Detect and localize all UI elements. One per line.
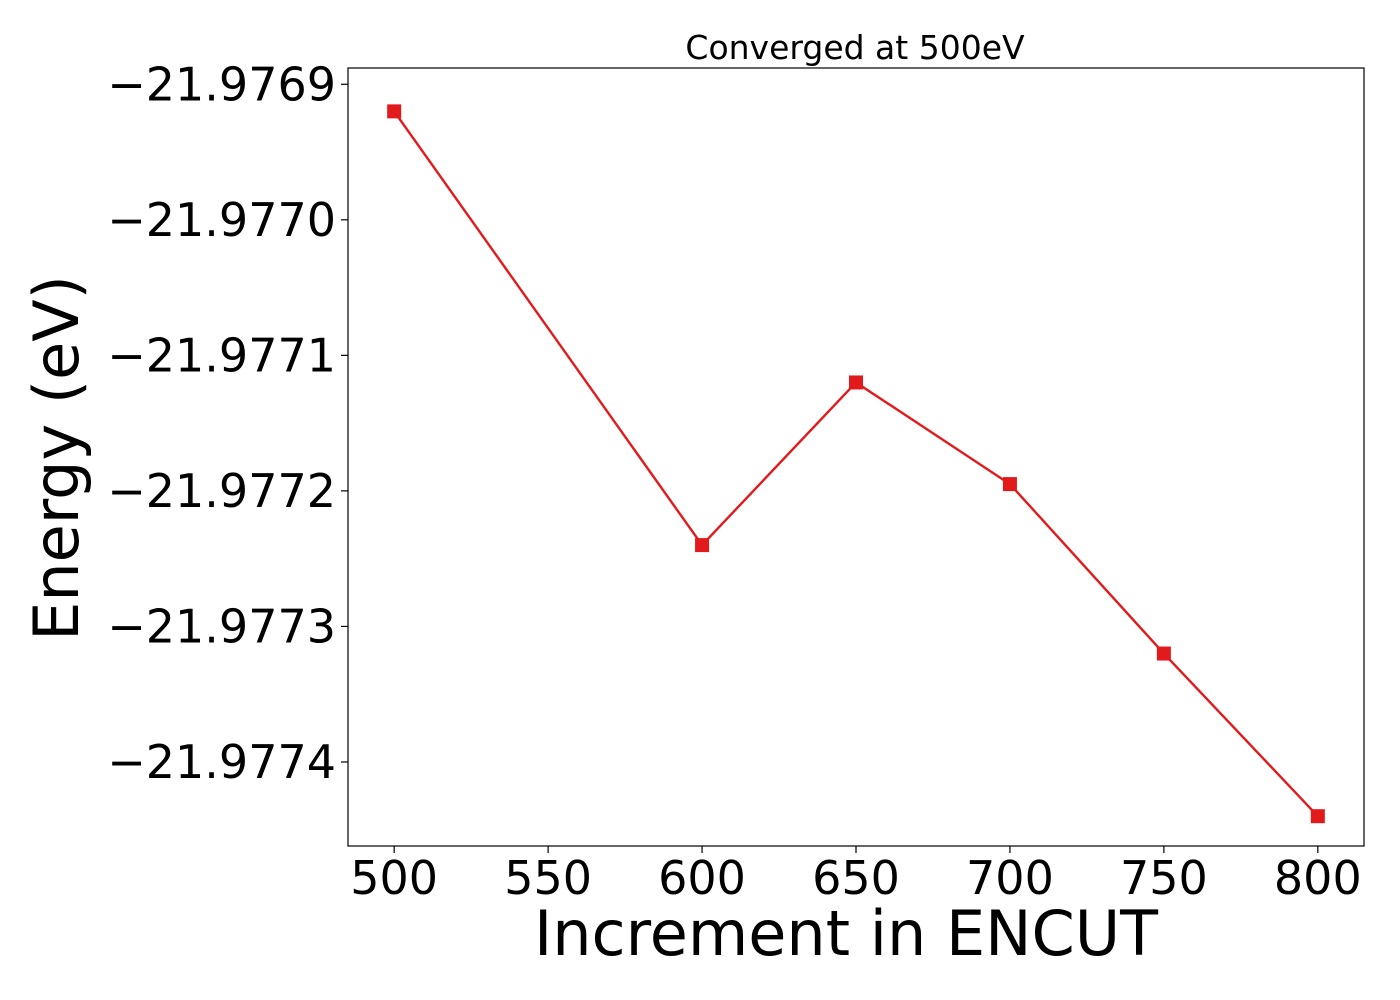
x-tick-label: 600	[658, 851, 746, 905]
x-axis-ticks: 500 550 600 650 700 750 800	[350, 846, 1362, 905]
x-tick-label: 500	[350, 851, 438, 905]
y-axis-label: Energy (eV)	[20, 275, 93, 641]
x-tick-label: 550	[504, 851, 592, 905]
data-point-marker	[849, 375, 863, 390]
y-tick-label: −21.9772	[107, 464, 336, 518]
y-tick-label: −21.9770	[107, 193, 336, 247]
y-axis-ticks: −21.9769 −21.9770 −21.9771 −21.9772 −21.9773…	[107, 57, 348, 789]
data-point-marker	[387, 104, 402, 119]
x-tick-label: 700	[966, 851, 1054, 905]
data-point-marker	[695, 538, 710, 553]
series-group	[387, 104, 1325, 824]
y-tick-label: −21.9774	[107, 735, 336, 789]
x-tick-label: 800	[1274, 851, 1362, 905]
series-line	[393, 110, 1319, 818]
chart-title: Converged at 500eV	[685, 28, 1025, 67]
data-point-marker	[1310, 809, 1325, 824]
plot-frame	[347, 67, 1365, 847]
x-axis-label: Increment in ENCUT	[534, 897, 1159, 970]
data-point-marker	[1156, 646, 1171, 661]
x-tick-label: 650	[812, 851, 900, 905]
y-tick-label: −21.9773	[107, 599, 336, 653]
y-tick-label: −21.9771	[107, 328, 336, 382]
y-tick-label: −21.9769	[107, 57, 336, 111]
data-point-marker	[1002, 477, 1017, 492]
x-tick-label: 750	[1120, 851, 1208, 905]
